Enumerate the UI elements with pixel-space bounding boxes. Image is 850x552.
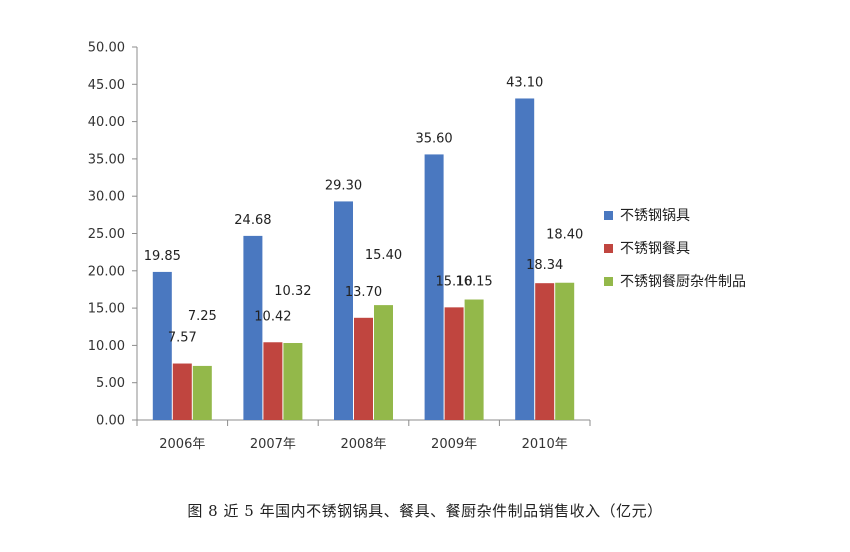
bar bbox=[192, 365, 212, 420]
x-tick-label: 2008年 bbox=[340, 437, 386, 452]
data-label: 7.57 bbox=[168, 331, 197, 346]
y-tick-label: 50.00 bbox=[88, 41, 125, 56]
data-label: 7.25 bbox=[188, 309, 217, 324]
legend-label: 不锈钢餐具 bbox=[620, 241, 690, 257]
legend-label: 不锈钢锅具 bbox=[620, 208, 690, 224]
data-label: 16.15 bbox=[455, 275, 492, 290]
y-tick-label: 15.00 bbox=[88, 302, 125, 317]
legend-swatch bbox=[604, 277, 613, 286]
data-label: 43.10 bbox=[506, 75, 543, 90]
data-label: 24.68 bbox=[234, 213, 271, 228]
data-label: 15.40 bbox=[365, 248, 402, 263]
bar bbox=[152, 271, 172, 420]
bar bbox=[263, 342, 283, 420]
data-label: 10.42 bbox=[254, 309, 291, 324]
legend-swatch bbox=[604, 211, 613, 220]
legend-label: 不锈钢餐厨杂件制品 bbox=[620, 274, 746, 290]
bar bbox=[515, 98, 535, 420]
data-label: 13.70 bbox=[345, 285, 382, 300]
figure-caption: 图 8 近 5 年国内不锈钢锅具、餐具、餐厨杂件制品销售收入（亿元） bbox=[187, 502, 663, 520]
x-tick-label: 2007年 bbox=[250, 437, 296, 452]
bar bbox=[374, 305, 393, 420]
y-tick-label: 30.00 bbox=[88, 190, 125, 205]
data-label: 19.85 bbox=[144, 249, 181, 264]
bar bbox=[535, 283, 555, 420]
bar bbox=[334, 201, 353, 420]
data-label: 35.60 bbox=[415, 131, 452, 146]
y-tick-label: 25.00 bbox=[88, 227, 125, 242]
bar bbox=[243, 235, 263, 420]
data-label: 10.32 bbox=[274, 284, 311, 299]
bar bbox=[283, 343, 303, 420]
bar bbox=[424, 154, 444, 420]
y-tick-label: 20.00 bbox=[88, 264, 125, 279]
y-tick-label: 45.00 bbox=[88, 78, 125, 93]
x-tick-label: 2006年 bbox=[159, 437, 205, 452]
y-tick-label: 35.00 bbox=[88, 152, 125, 167]
bar bbox=[444, 307, 464, 420]
x-tick-label: 2009年 bbox=[431, 437, 477, 452]
bar bbox=[555, 282, 575, 420]
data-label: 29.30 bbox=[325, 178, 362, 193]
data-label: 18.40 bbox=[546, 228, 583, 243]
data-label: 15.10 bbox=[435, 274, 472, 289]
bar bbox=[464, 299, 484, 420]
bar bbox=[172, 363, 192, 420]
y-tick-label: 5.00 bbox=[96, 376, 125, 391]
y-tick-label: 10.00 bbox=[88, 339, 125, 354]
y-tick-label: 40.00 bbox=[88, 115, 125, 130]
legend-swatch bbox=[604, 244, 613, 253]
y-tick-label: 0.00 bbox=[96, 414, 125, 429]
data-label: 18.34 bbox=[526, 258, 563, 273]
x-tick-label: 2010年 bbox=[522, 437, 568, 452]
bar bbox=[354, 317, 373, 420]
